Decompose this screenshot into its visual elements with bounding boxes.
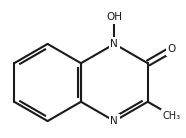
Text: O: O — [168, 44, 176, 54]
Text: OH: OH — [106, 12, 122, 22]
Text: CH₃: CH₃ — [163, 111, 181, 121]
Text: N: N — [110, 116, 118, 126]
Text: N: N — [110, 39, 118, 49]
